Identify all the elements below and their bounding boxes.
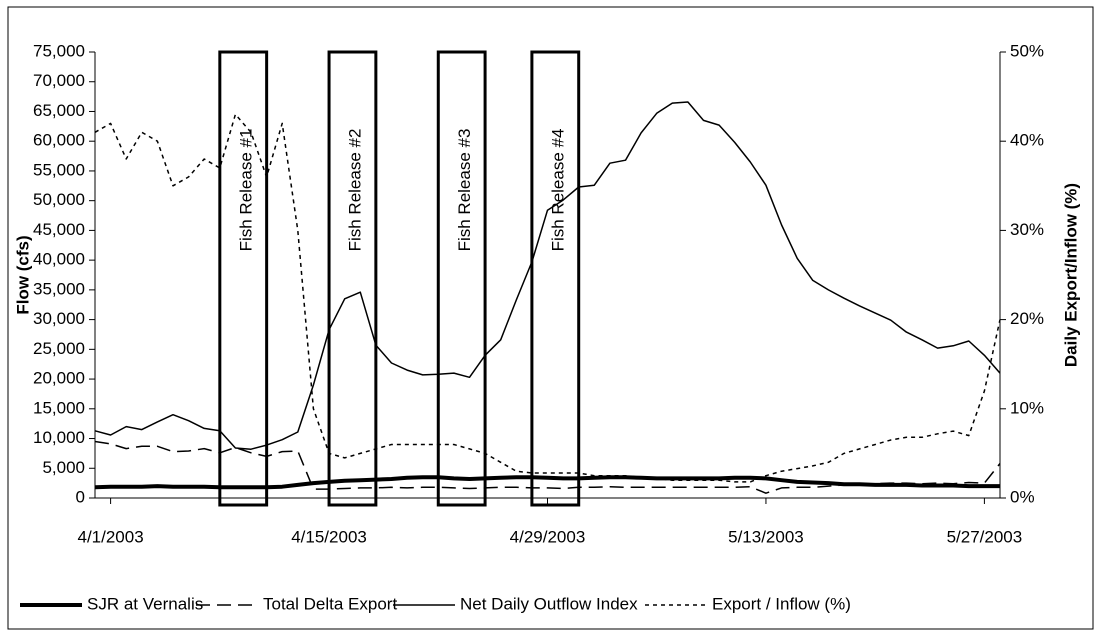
series-line [94, 113, 1001, 483]
release-label: Fish Release #3 [455, 129, 474, 252]
y2-axis-title: Daily Export/Inflow (%) [1061, 183, 1080, 367]
release-box [327, 50, 378, 507]
y2-tick-label: 0% [1010, 487, 1035, 506]
x-tick-label: 5/27/2003 [947, 527, 1023, 546]
y-tick-label: 15,000 [33, 398, 85, 417]
y2-tick-label: 50% [1010, 41, 1044, 60]
y-tick-label: 70,000 [33, 71, 85, 90]
release-box [218, 50, 269, 507]
y-tick-label: 50,000 [33, 190, 85, 209]
release-label: Fish Release #2 [346, 129, 365, 252]
y-tick-label: 65,000 [33, 101, 85, 120]
release-label: Fish Release #1 [236, 129, 255, 252]
x-tick-label: 4/1/2003 [78, 527, 144, 546]
legend-label: Export / Inflow (%) [712, 594, 851, 613]
y-tick-label: 30,000 [33, 309, 85, 328]
y2-tick-label: 10% [1010, 398, 1044, 417]
y-tick-label: 40,000 [33, 250, 85, 269]
chart-border [7, 6, 1094, 630]
y-tick-label: 5,000 [42, 458, 85, 477]
x-tick-label: 4/29/2003 [510, 527, 586, 546]
y2-tick-label: 30% [1010, 220, 1044, 239]
y-axis-title: Flow (cfs) [13, 235, 32, 314]
release-box [436, 50, 487, 507]
legend-label: SJR at Vernalis [87, 594, 203, 613]
legend-label: Net Daily Outflow Index [460, 594, 638, 613]
release-box [530, 50, 581, 507]
series-line [94, 440, 1001, 494]
y2-tick-label: 40% [1010, 131, 1044, 150]
y-tick-label: 55,000 [33, 160, 85, 179]
y-tick-label: 10,000 [33, 428, 85, 447]
y-tick-label: 0 [76, 487, 85, 506]
x-tick-label: 4/15/2003 [291, 527, 367, 546]
y-tick-label: 25,000 [33, 339, 85, 358]
y-tick-label: 35,000 [33, 279, 85, 298]
y-tick-label: 45,000 [33, 220, 85, 239]
y-tick-label: 75,000 [33, 41, 85, 60]
release-label: Fish Release #4 [548, 129, 567, 252]
y-tick-label: 60,000 [33, 131, 85, 150]
y2-tick-label: 20% [1010, 309, 1044, 328]
x-tick-label: 5/13/2003 [728, 527, 804, 546]
legend-label: Total Delta Export [263, 594, 397, 613]
series-line [94, 101, 1001, 450]
y-tick-label: 20,000 [33, 369, 85, 388]
